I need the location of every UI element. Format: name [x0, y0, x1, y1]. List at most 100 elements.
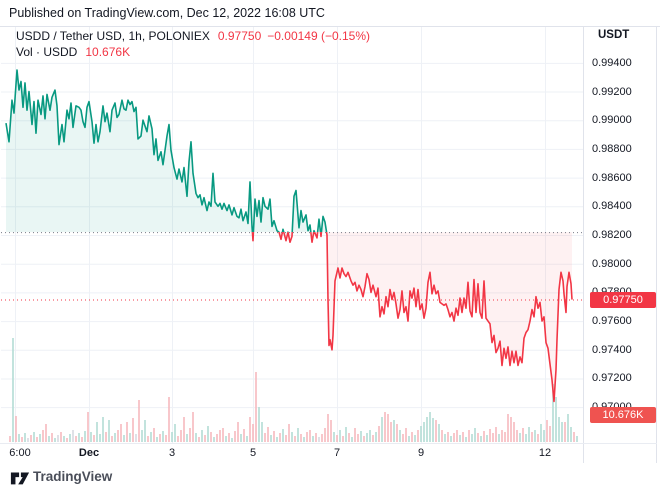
volume-bar	[39, 434, 41, 442]
volume-bar	[213, 437, 215, 442]
volume-bar	[528, 427, 530, 442]
volume-bar	[168, 397, 170, 442]
footer-brand[interactable]: TradingView	[33, 469, 113, 484]
volume-badge: 10.676K	[590, 407, 656, 423]
volume-bar	[519, 433, 521, 442]
price-tick-label: 0.99400	[592, 56, 632, 69]
volume-bar	[228, 433, 230, 442]
price-axis-unit: USDT	[598, 29, 630, 41]
price-tick-label: 0.99200	[592, 85, 632, 98]
volume-bar	[33, 432, 35, 442]
volume-bar	[372, 435, 374, 442]
volume-bar	[42, 430, 44, 442]
volume-bar	[174, 424, 176, 442]
volume-bar	[51, 433, 53, 442]
volume-bar	[462, 432, 464, 442]
volume-bar	[135, 434, 137, 442]
volume-bar	[12, 338, 14, 442]
volume-bar	[426, 417, 428, 442]
volume-bar	[393, 420, 395, 442]
volume-bar	[489, 429, 491, 442]
tradingview-logo-icon[interactable]	[10, 469, 30, 487]
volume-bar	[147, 436, 149, 442]
volume-bar	[363, 436, 365, 442]
volume-bar	[405, 428, 407, 442]
volume-bar	[450, 436, 452, 442]
volume-bar	[501, 430, 503, 442]
volume-bar	[273, 431, 275, 442]
volume-bar	[381, 417, 383, 442]
volume-bar	[99, 434, 101, 442]
volume-bar	[21, 437, 23, 442]
volume-bar	[315, 433, 317, 442]
volume-bar	[504, 432, 506, 442]
volume-bar	[195, 433, 197, 442]
volume-bar	[90, 432, 92, 442]
volume-bar	[330, 420, 332, 442]
volume-bar	[396, 424, 398, 442]
volume-bar	[456, 430, 458, 442]
time-tick-label: 5	[249, 447, 257, 459]
volume-bar	[384, 412, 386, 442]
volume-bar	[549, 426, 551, 442]
volume-bar	[366, 433, 368, 442]
volume-bar	[96, 422, 98, 442]
volume-bar	[138, 400, 140, 442]
legend-row-symbol: USDD / Tether USD, 1h, POLONIEX 0.97750 −0…	[16, 29, 370, 45]
volume-bar	[432, 418, 434, 442]
volume-bar	[219, 430, 221, 442]
volume-bar	[441, 430, 443, 442]
volume-bar	[15, 416, 17, 442]
volume-bar	[249, 417, 251, 442]
volume-bar	[57, 435, 59, 442]
volume-bar	[258, 407, 260, 442]
volume-bar	[255, 372, 257, 442]
volume-bar	[513, 422, 515, 442]
volume-bar	[438, 424, 440, 442]
volume-bar	[207, 426, 209, 442]
volume-bar	[231, 438, 233, 442]
time-axis[interactable]: 6:00 Dec 3 5 7 9 12	[0, 443, 583, 463]
volume-bar	[171, 432, 173, 442]
volume-bar	[552, 384, 554, 442]
volume-label[interactable]: Vol · USDD	[16, 44, 78, 59]
volume-bar	[294, 436, 296, 442]
volume-bar	[486, 435, 488, 442]
volume-bar	[264, 433, 266, 442]
volume-bar	[459, 435, 461, 442]
volume-bar	[525, 434, 527, 442]
legend-row-volume: Vol · USDD 10.676K	[16, 45, 370, 61]
time-tick-label: Dec	[78, 447, 100, 459]
symbol-title[interactable]: USDD / Tether USD, 1h, POLONIEX	[16, 29, 210, 43]
volume-bar	[198, 437, 200, 442]
chart-legend: USDD / Tether USD, 1h, POLONIEX 0.97750 −0…	[16, 29, 370, 60]
price-tick-label: 0.98200	[592, 229, 632, 241]
volume-bar	[282, 429, 284, 442]
volume-bar	[240, 434, 242, 442]
volume-bar	[186, 434, 188, 442]
volume-bar	[177, 436, 179, 442]
volume-bar	[339, 430, 341, 442]
volume-bar	[321, 434, 323, 442]
volume-bar	[423, 422, 425, 442]
volume-bar	[468, 430, 470, 442]
volume-bar	[387, 414, 389, 442]
volume-bar	[81, 437, 83, 442]
volume-bar	[36, 437, 38, 442]
volume-bar	[30, 435, 32, 442]
price-axis[interactable]: USDT 0.99400 0.99200 0.99000 0.98800 0.98600…	[584, 0, 660, 463]
price-tick-label: 0.99000	[592, 114, 632, 127]
volume-bar	[123, 435, 125, 442]
volume-bar	[276, 437, 278, 442]
time-tick-label: 12	[538, 447, 552, 459]
volume-bar	[120, 424, 122, 442]
price-tick-label: 0.98000	[592, 257, 632, 270]
volume-bar	[243, 429, 245, 442]
volume-bar	[66, 438, 68, 442]
volume-bar	[201, 430, 203, 442]
volume-bar	[570, 427, 572, 442]
volume-bar	[87, 412, 89, 442]
volume-bar	[306, 432, 308, 442]
volume-bar	[429, 412, 431, 442]
